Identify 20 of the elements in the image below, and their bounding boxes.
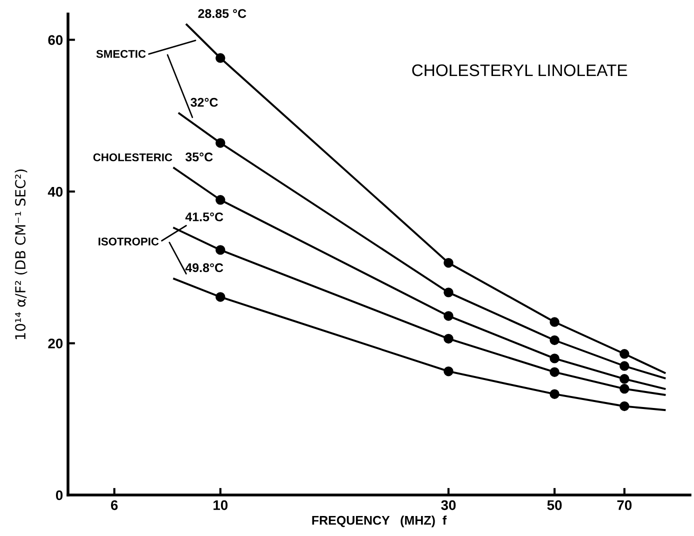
x-tick-label: 70 xyxy=(617,500,632,510)
x-tick-label: 30 xyxy=(441,500,456,510)
y-tick-label: 20 xyxy=(48,338,63,348)
y-axis-title: 10¹⁴ α/F² (DB CM⁻¹ SEC²) xyxy=(14,170,28,340)
annotation: SMECTIC xyxy=(96,50,146,58)
series-label: 28.85 °C xyxy=(198,9,246,18)
annotation: ISOTROPIC xyxy=(98,238,159,246)
series-label: 32°C xyxy=(190,98,218,107)
y-tick-label: 60 xyxy=(48,35,63,45)
x-tick-label: 6 xyxy=(110,500,118,510)
series-label: 35°C xyxy=(185,152,213,162)
x-tick-label: 10 xyxy=(214,500,228,510)
y-tick-label: 40 xyxy=(48,186,63,197)
y-tick-label: 0 xyxy=(56,490,63,500)
text: CHOLESTERYL LINOLEATE xyxy=(412,64,628,76)
x-axis-title: FREQUENCY (MHZ) f xyxy=(312,516,447,528)
annotation: CHOLESTERIC xyxy=(93,153,172,162)
series-label: 49.8°C xyxy=(185,263,224,272)
series-label: 41.5°C xyxy=(185,212,224,222)
x-tick-label: 50 xyxy=(547,500,562,510)
